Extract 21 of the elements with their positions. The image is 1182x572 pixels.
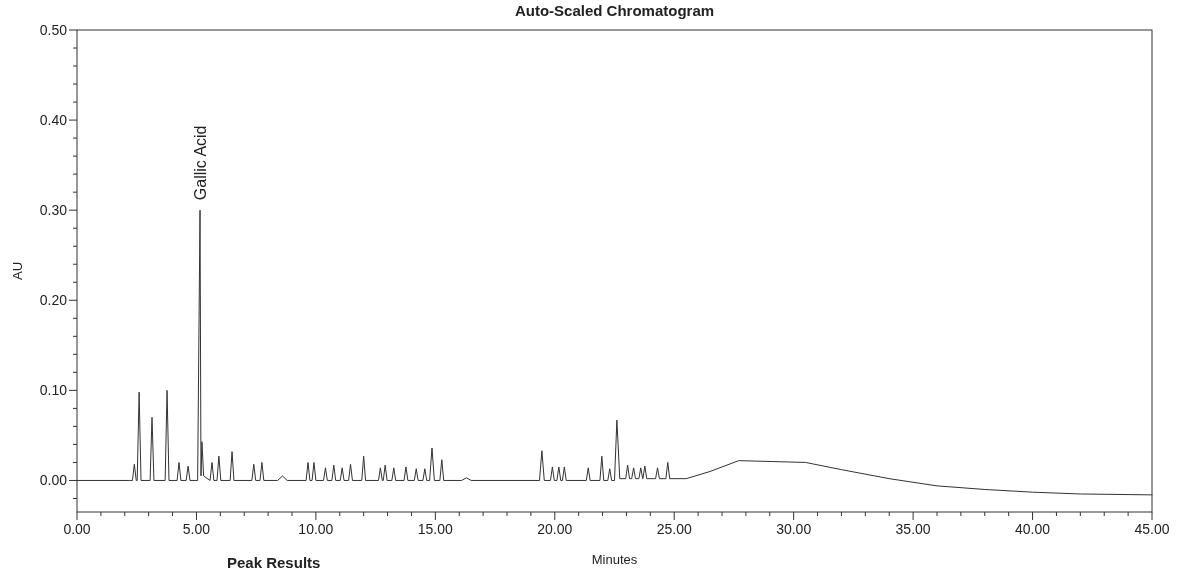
text: Peak Results xyxy=(227,554,321,571)
y-tick-label: 0.40 xyxy=(39,111,68,128)
y-tick-label: 0.10 xyxy=(39,382,68,399)
y-axis-title: AU xyxy=(10,261,25,281)
y-tick-label: 0.30 xyxy=(39,202,68,219)
x-tick-label: 20.00 xyxy=(537,521,573,537)
x-tick-label: 5.00 xyxy=(182,521,211,537)
x-tick-label: 15.00 xyxy=(417,521,454,537)
x-tick-label: 35.00 xyxy=(895,521,931,537)
y-tick-label: 0.50 xyxy=(39,21,68,38)
x-tick-label: 10.00 xyxy=(298,521,334,537)
y-tick-label: 0.20 xyxy=(39,292,68,309)
x-tick-label: 25.00 xyxy=(656,521,692,537)
annotation: Gallic Acid xyxy=(192,125,210,201)
y-tick-label: 0.00 xyxy=(39,472,68,489)
chart-title: Auto-Scaled Chromatogram xyxy=(514,2,715,19)
x-tick-label: 45.00 xyxy=(1134,521,1170,537)
x-tick-label: 30.00 xyxy=(776,521,812,537)
x-tick-label: 0.00 xyxy=(63,521,91,537)
x-axis-title: Minutes xyxy=(591,552,638,567)
x-tick-label: 40.00 xyxy=(1015,521,1051,537)
